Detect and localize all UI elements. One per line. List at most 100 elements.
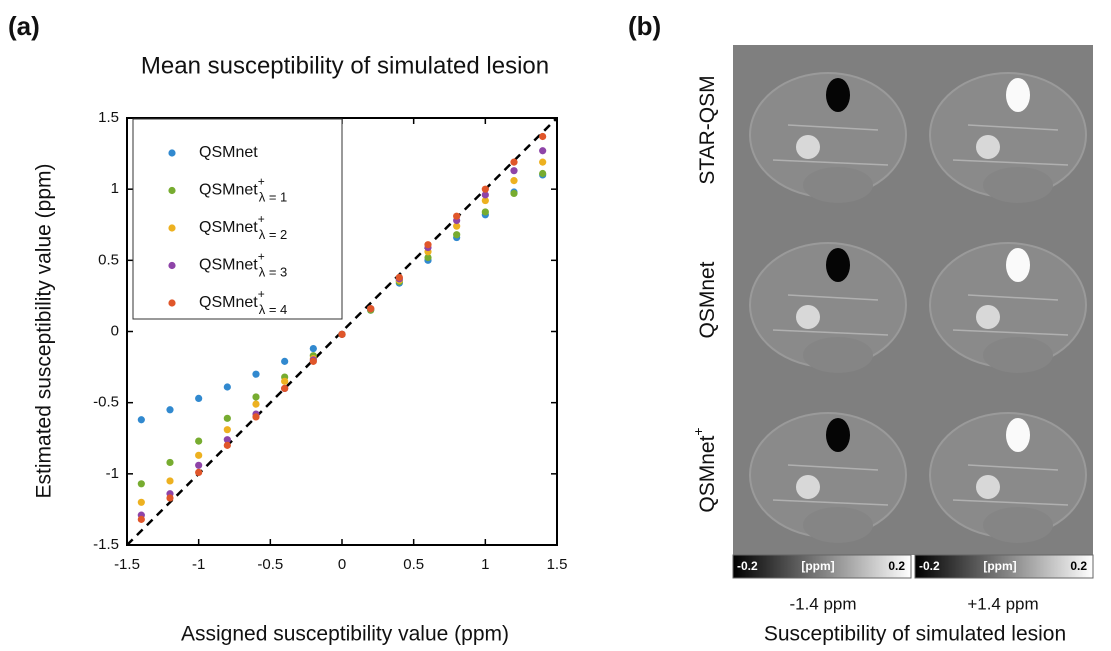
point [223, 426, 231, 434]
colorbar-unit: [ppm] [983, 559, 1016, 573]
point [137, 515, 145, 523]
brain-stem [803, 507, 873, 543]
lesion-region [976, 305, 1000, 329]
point [195, 437, 203, 445]
x-tick-label: -0.5 [257, 556, 283, 573]
point [252, 370, 260, 378]
lesion [826, 248, 850, 282]
point [481, 191, 489, 199]
streaks [772, 464, 889, 506]
point [510, 189, 518, 198]
lesion-region [976, 135, 1000, 159]
point [223, 436, 231, 444]
point [510, 167, 518, 175]
point [166, 477, 174, 485]
colorbar-max: 0.2 [888, 559, 905, 573]
row-name: STAR-QSM [696, 75, 719, 184]
row-label: QSMnet+ [690, 427, 719, 512]
point [281, 357, 289, 365]
y-tick-label: -1 [106, 465, 119, 482]
colorbar [732, 554, 912, 579]
brain-stem [983, 337, 1053, 373]
streaks [952, 124, 1069, 166]
legend-box [132, 118, 343, 320]
legend-sup: + [258, 212, 265, 226]
point [539, 158, 547, 166]
point [539, 132, 547, 141]
legend-sub: λ = 2 [259, 227, 288, 242]
colorbar-max: 0.2 [1070, 559, 1087, 573]
x-tick-label: -1 [192, 556, 205, 573]
row-label: QSMnet [696, 261, 719, 338]
y-tick-label: 1 [111, 180, 119, 197]
point [539, 147, 547, 155]
point [252, 393, 260, 401]
legend-sup: + [258, 250, 265, 264]
point [137, 416, 145, 424]
legend-sup: + [258, 175, 265, 189]
colorbar-unit: [ppm] [801, 559, 834, 573]
x-axis-label: Assigned susceptibility value (ppm) [181, 623, 509, 646]
colorbar-min: -0.2 [737, 559, 758, 573]
point [510, 158, 518, 166]
point [223, 441, 231, 449]
lesion [826, 418, 850, 452]
legend-sub: λ = 3 [259, 265, 288, 280]
lesion-region [976, 475, 1000, 499]
x-tick-label: -1.5 [114, 556, 140, 573]
point [453, 231, 461, 239]
point [195, 394, 203, 402]
colorbar-min: -0.2 [919, 559, 940, 573]
colorbar [914, 554, 1094, 579]
point [481, 185, 489, 193]
point [281, 384, 289, 393]
legend-label: QSMnet [199, 144, 258, 161]
legend-name: QSMnet [199, 257, 258, 274]
brain-stem [983, 507, 1053, 543]
point [309, 357, 317, 365]
x-tick-label: 1 [481, 556, 489, 573]
legend-label: QSMnet+ λ = 4 [199, 287, 287, 317]
point [481, 208, 489, 216]
point [166, 494, 174, 502]
point [453, 222, 461, 230]
lesion [826, 78, 850, 112]
legend-marker [168, 149, 176, 157]
point [195, 451, 203, 459]
legend-sup: + [258, 287, 265, 301]
legend-label: QSMnet+ λ = 1 [199, 175, 287, 205]
point [510, 177, 518, 185]
legend-name: QSMnet [199, 219, 258, 236]
legend-marker [168, 299, 176, 307]
point [166, 406, 174, 414]
streaks [952, 294, 1069, 336]
column-label: +1.4 ppm [967, 594, 1038, 613]
y-tick-label: -1.5 [93, 536, 119, 553]
legend-label: QSMnet+ λ = 2 [199, 212, 287, 242]
point [223, 383, 231, 391]
point [539, 169, 547, 178]
y-tick-label: 0.5 [98, 251, 119, 268]
y-axis-label: Estimated susceptibility value (ppm) [33, 164, 56, 499]
row-sup: + [690, 427, 706, 435]
point [338, 330, 346, 338]
point [395, 273, 403, 282]
point [252, 400, 260, 408]
lesion [1006, 418, 1030, 452]
y-tick-label: 1.5 [98, 109, 119, 126]
point [195, 461, 203, 469]
legend-name: QSMnet [199, 182, 258, 199]
brain-stem [803, 337, 873, 373]
point [166, 458, 174, 467]
point [223, 414, 231, 422]
point [137, 480, 145, 488]
y-tick-label: 0 [111, 322, 119, 339]
x-tick-label: 0 [338, 556, 346, 573]
row-label: STAR-QSM [696, 75, 719, 184]
brain-stem [983, 167, 1053, 203]
x-tick-label: 0.5 [403, 556, 424, 573]
row-name: QSMnet [696, 261, 719, 338]
